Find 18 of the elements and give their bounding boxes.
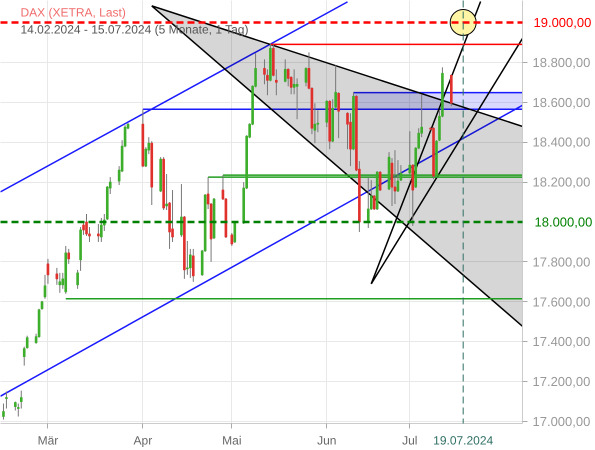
- ref-line-label: 18.000,00: [534, 214, 592, 230]
- x-tick-label: Jun: [317, 434, 336, 448]
- ref-line-label: 19.000,00: [534, 14, 592, 30]
- y-tick-label: 18.800,00: [532, 54, 590, 70]
- x-tick-label: Mär: [38, 434, 58, 448]
- ref-line-label: 19.07.2024: [433, 434, 494, 448]
- y-tick-label: 17.600,00: [532, 294, 590, 310]
- chart-title: DAX (XETRA, Last): [20, 6, 126, 20]
- y-tick-label: 18.200,00: [532, 174, 590, 190]
- y-tick-label: 18.400,00: [532, 134, 590, 150]
- y-tick-label: 17.000,00: [532, 414, 590, 430]
- x-tick-label: Apr: [134, 434, 152, 448]
- x-tick-label: Jul: [402, 434, 418, 448]
- y-tick-label: 17.200,00: [532, 374, 590, 390]
- y-tick-label: 17.400,00: [532, 334, 590, 350]
- y-tick-label: 17.800,00: [532, 254, 590, 270]
- x-tick-label: Mai: [222, 434, 242, 448]
- y-tick-label: 18.600,00: [532, 94, 590, 110]
